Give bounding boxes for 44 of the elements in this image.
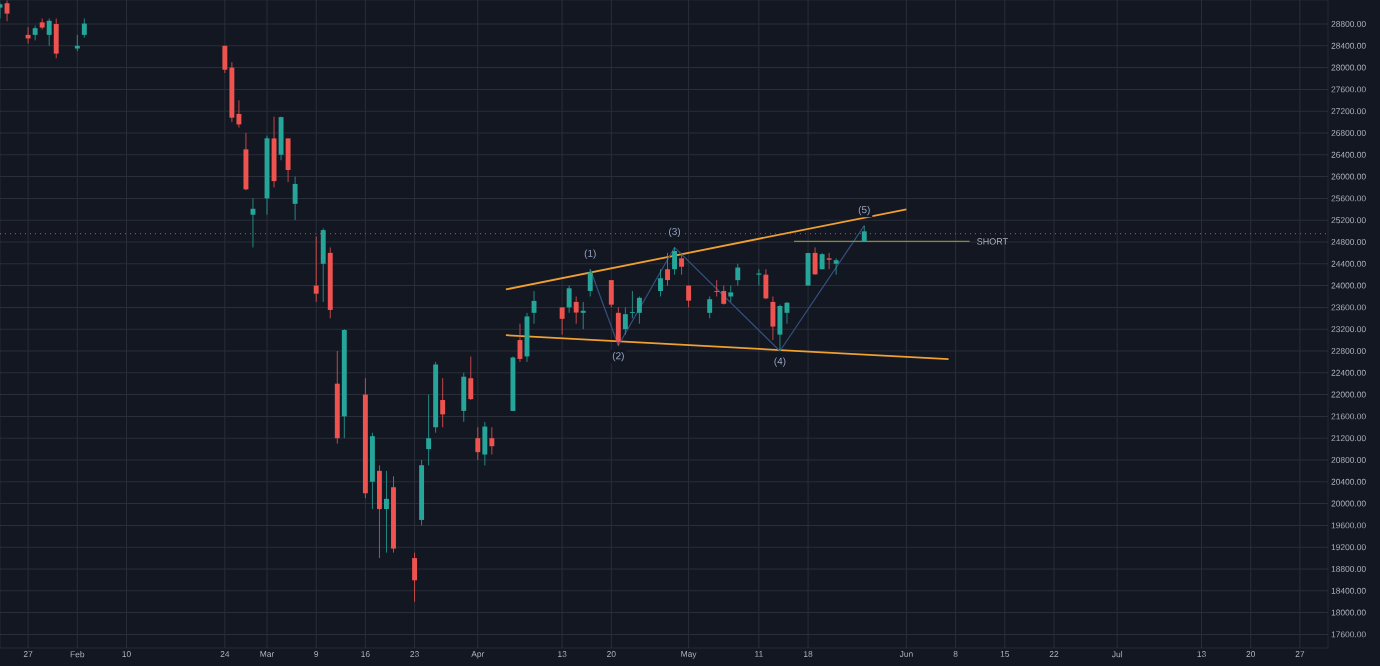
candlestick [826, 252, 832, 270]
candlestick [622, 306, 628, 336]
candlestick [770, 296, 776, 341]
candlestick [587, 268, 593, 297]
candlestick [313, 236, 319, 303]
candlestick [756, 268, 762, 286]
candlestick [559, 306, 565, 336]
candlestick [763, 268, 769, 300]
candlestick [384, 470, 389, 554]
candlestick [707, 296, 713, 319]
candlestick [615, 306, 621, 346]
candlestick [580, 301, 586, 330]
candlestick [271, 116, 277, 188]
candlestick [292, 176, 298, 221]
candlestick [833, 257, 839, 276]
candlestick [672, 247, 678, 276]
candlestick [482, 421, 488, 466]
candlestick [461, 372, 467, 423]
candlestick [735, 263, 741, 286]
candlestick [714, 279, 720, 297]
candlestick [728, 285, 734, 303]
candlestick [629, 290, 635, 319]
candlestick [608, 279, 614, 308]
candlestick [475, 426, 481, 461]
candlestick [489, 426, 495, 455]
candlestick [320, 227, 326, 303]
candlestick [369, 432, 375, 510]
candlestick [777, 304, 783, 352]
candlestick [812, 247, 818, 276]
candlestick [805, 252, 811, 286]
candlestick [721, 285, 727, 306]
candlestick [665, 252, 670, 286]
candlestick [658, 268, 663, 297]
candlestick [278, 116, 284, 161]
candlestick [376, 465, 382, 559]
candlestick [573, 296, 579, 325]
candlestick [426, 394, 432, 466]
candlestick [636, 296, 642, 325]
candlestick [285, 138, 291, 183]
candlestick [468, 356, 474, 401]
candlestick [440, 377, 446, 428]
candlestick [566, 285, 572, 314]
candlestick [412, 552, 418, 603]
candlestick [679, 252, 685, 276]
